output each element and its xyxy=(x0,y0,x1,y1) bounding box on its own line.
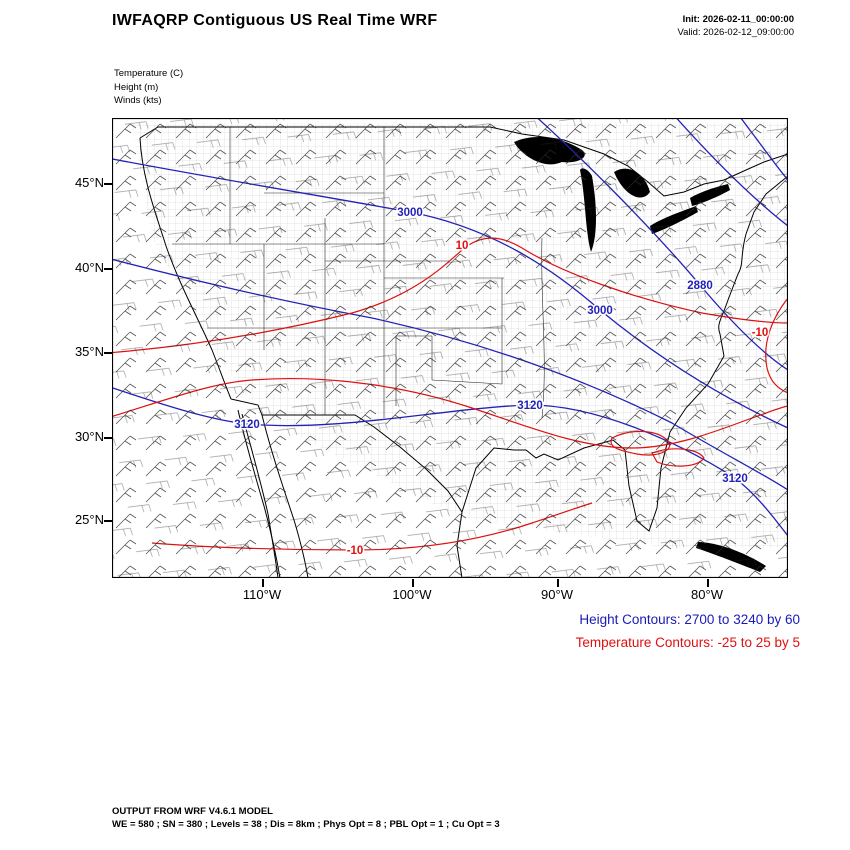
lon-tick xyxy=(707,579,709,587)
model-footer-line2: WE = 580 ; SN = 380 ; Levels = 38 ; Dis … xyxy=(112,818,500,830)
map-frame xyxy=(112,118,788,578)
lon-label-100w: 100°W xyxy=(392,587,432,602)
lat-tick xyxy=(104,437,112,439)
legend-winds: Winds (kts) xyxy=(114,95,162,106)
lon-tick xyxy=(412,579,414,587)
temp-contour-label: -10 xyxy=(347,545,364,557)
lon-label-80w: 80°W xyxy=(691,587,723,602)
height-contour-label: 3120 xyxy=(234,419,260,431)
lon-tick xyxy=(262,579,264,587)
lat-tick xyxy=(104,352,112,354)
lon-label-110w: 110°W xyxy=(242,587,282,602)
height-contour-label: 3000 xyxy=(397,207,423,219)
field-legend: Temperature (C) Height (m) Winds (kts) xyxy=(114,67,183,108)
lon-tick xyxy=(557,579,559,587)
init-time: Init: 2026-02-11_00:00:00 xyxy=(682,14,794,25)
lat-label-35n: 35°N xyxy=(74,344,104,359)
model-footer: OUTPUT FROM WRF V4.6.1 MODEL WE = 580 ; … xyxy=(112,806,500,831)
temp-contour-label: 10 xyxy=(456,240,469,252)
lat-tick xyxy=(104,268,112,270)
height-contour-label: 2880 xyxy=(687,280,713,292)
lat-tick xyxy=(104,183,112,185)
lat-label-40n: 40°N xyxy=(74,260,104,275)
wrf-map-svg: 3000 3000 2880 3120 3120 3120 10 -10 -10 xyxy=(112,118,788,578)
map-panel: 3000 3000 2880 3120 3120 3120 10 -10 -10 xyxy=(104,118,788,587)
valid-time: Valid: 2026-02-12_09:00:00 xyxy=(677,27,794,38)
lat-tick xyxy=(104,520,112,522)
temperature-contours-caption: Temperature Contours: -25 to 25 by 5 xyxy=(575,635,800,650)
legend-temperature: Temperature (C) xyxy=(114,68,184,79)
model-footer-line1: OUTPUT FROM WRF V4.6.1 MODEL xyxy=(112,806,273,817)
contour-labels-layer: 3000 3000 2880 3120 3120 3120 10 -10 -10 xyxy=(233,206,770,559)
height-contour-label: 3120 xyxy=(722,473,748,485)
height-contours-caption: Height Contours: 2700 to 3240 by 60 xyxy=(579,612,800,627)
wind-barbs-layer xyxy=(112,118,788,578)
temp-contour-label: -10 xyxy=(752,327,769,339)
lon-label-90w: 90°W xyxy=(541,587,573,602)
lat-label-30n: 30°N xyxy=(74,429,104,444)
height-contour-label: 3000 xyxy=(587,305,613,317)
lat-label-45n: 45°N xyxy=(74,175,104,190)
height-contour-label: 3120 xyxy=(517,400,543,412)
run-times: Init: 2026-02-11_00:00:00 Valid: 2026-02… xyxy=(677,13,794,39)
legend-height: Height (m) xyxy=(114,81,159,93)
lat-label-25n: 25°N xyxy=(74,512,104,527)
page-title: IWFAQRP Contiguous US Real Time WRF xyxy=(112,12,438,29)
